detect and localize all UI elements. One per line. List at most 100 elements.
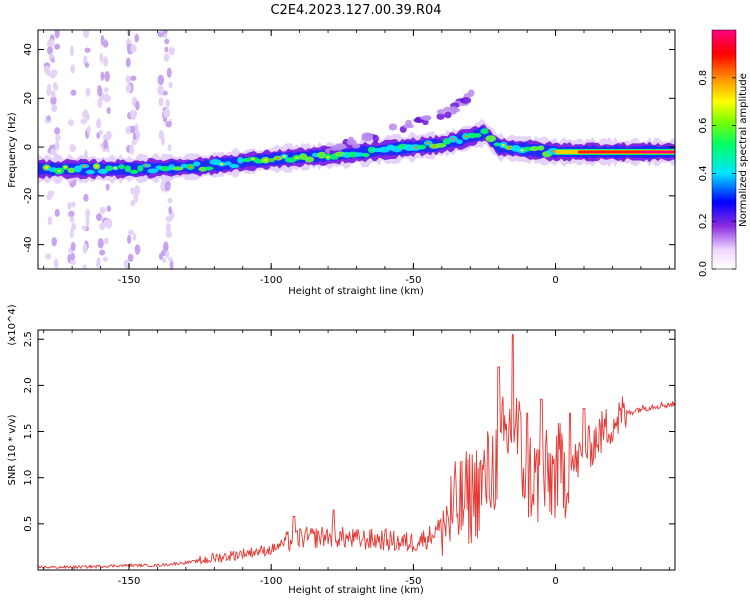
ridge-blob (105, 165, 114, 172)
ridge-peak (44, 166, 49, 169)
ridge-blob (229, 163, 240, 169)
spectrogram-speckle (67, 202, 72, 211)
spectrogram-speckle (165, 98, 170, 108)
spectrogram-speckle (125, 75, 132, 84)
spectrogram-speckle (53, 84, 59, 91)
spectrogram-speckle (51, 237, 57, 247)
ridge-blob (97, 168, 109, 175)
spectrogram-speckle (130, 44, 137, 53)
snr-multiplier: (x10^4) (7, 304, 18, 345)
spectrogram-speckle (85, 208, 91, 220)
y-tick-label: 2.0 (23, 377, 34, 393)
branch-blob (460, 97, 472, 104)
spectrogram-speckle (85, 217, 90, 227)
branch-blob (402, 124, 415, 129)
colorbar-tick-label: 0.6 (698, 118, 709, 134)
spectrogram-speckle (132, 233, 137, 241)
y-tick-label: 0.5 (23, 516, 34, 532)
y-tick-label: -20 (23, 188, 34, 204)
ridge-blob (137, 165, 144, 172)
snr-panel: -150 -100 -50 0 0.5 1.0 1.5 2.0 2.5 Height of st… (7, 304, 676, 596)
ridge-blob (456, 139, 463, 145)
spectrogram-speckle (49, 191, 54, 198)
spectrogram-speckle (168, 46, 175, 56)
spectrogram-speckle (164, 250, 170, 258)
spectrogram-speckle (82, 30, 90, 39)
snr-axes: -150 -100 -50 0 0.5 1.0 1.5 2.0 2.5 (23, 330, 675, 587)
spectrogram-ylabel: Frequency (Hz) (7, 112, 18, 188)
y-tick-label: 1.0 (23, 470, 34, 486)
spectrogram-speckle (99, 222, 105, 231)
spectrogram-speckle (54, 141, 60, 151)
ridge-blob (361, 152, 370, 158)
branch-blob (420, 115, 432, 121)
snr-series-line (38, 334, 675, 570)
ridge-blob (530, 146, 539, 152)
branch-blob (338, 144, 348, 150)
ridge-blob (124, 165, 132, 173)
spectrogram-speckle (130, 199, 136, 207)
spectrogram-speckle (99, 52, 104, 63)
figure-title: C2E4.2023.127.00.39.R04 (270, 3, 441, 18)
ridge-blob (172, 166, 184, 171)
spectrogram-speckle (158, 97, 164, 107)
spectrogram-speckle (70, 64, 76, 74)
x-tick-label: 0 (552, 576, 558, 587)
ridge-peak (282, 155, 286, 158)
spectrogram-speckle (84, 62, 90, 68)
ridge-blob (417, 144, 427, 150)
colorbar-ticks: 0.0 0.2 0.4 0.6 0.8 (698, 70, 736, 277)
spectrogram-speckle (70, 252, 76, 261)
spectrogram-xlabel: Height of straight line (km) (288, 286, 424, 297)
spectrogram-speckle (134, 123, 139, 133)
ridge-blob (159, 166, 172, 172)
spectrogram-speckle (69, 144, 76, 153)
spectrogram-speckle (85, 88, 90, 98)
spectrogram-speckle (165, 230, 172, 238)
spectrogram-speckle (103, 93, 110, 103)
spectrogram-speckle (130, 125, 136, 134)
spectrogram-speckle (165, 180, 171, 190)
branch-blob (388, 123, 398, 131)
snr-line-layer (38, 334, 675, 570)
spectrogram-speckle (158, 130, 165, 140)
x-tick-label: -150 (118, 275, 141, 286)
ridge-blob (485, 135, 497, 142)
ridge-peak (263, 158, 268, 162)
colorbar-tick-label: 0.4 (698, 165, 709, 181)
ridge-blob (85, 169, 96, 175)
spectrogram-speckle (54, 208, 60, 217)
ridge-peak (501, 143, 505, 147)
ridge-peak (414, 146, 418, 149)
spectrogram-speckle (125, 84, 132, 93)
spectrogram-speckle (46, 115, 51, 121)
x-tick-label: -50 (405, 275, 421, 286)
ridge-peak (220, 162, 224, 166)
spectrogram-speckle (131, 139, 138, 146)
spectrogram-heatmap (38, 30, 675, 269)
colorbar-label: Normalized spectral amplitude (738, 73, 749, 227)
spectrogram-speckle (157, 30, 164, 38)
spectrogram-speckle (50, 90, 56, 99)
spectrogram-speckle (106, 205, 112, 212)
ridge-peak (251, 157, 255, 161)
spectrogram-speckle (103, 56, 109, 68)
ridge-blob (466, 132, 478, 139)
spectrogram-speckle (51, 57, 55, 63)
colorbar: 0.0 0.2 0.4 0.6 0.8 Normalized spectral ampl… (698, 29, 749, 277)
spectrogram-speckle (103, 139, 109, 150)
spectrogram-speckle (103, 87, 109, 93)
branch-blob (436, 109, 446, 115)
x-tick-label: -150 (118, 576, 141, 587)
spectrogram-speckle (129, 144, 134, 156)
ridge-peak (551, 150, 555, 153)
spectrogram-speckle (51, 104, 58, 113)
spectrogram-speckle (163, 241, 169, 253)
ridge-blob (475, 132, 482, 138)
x-tick-label: -100 (260, 576, 283, 587)
spectrogram-speckle (47, 46, 53, 55)
spectrogram-speckle (98, 129, 103, 136)
spectrogram-speckle (69, 228, 74, 239)
